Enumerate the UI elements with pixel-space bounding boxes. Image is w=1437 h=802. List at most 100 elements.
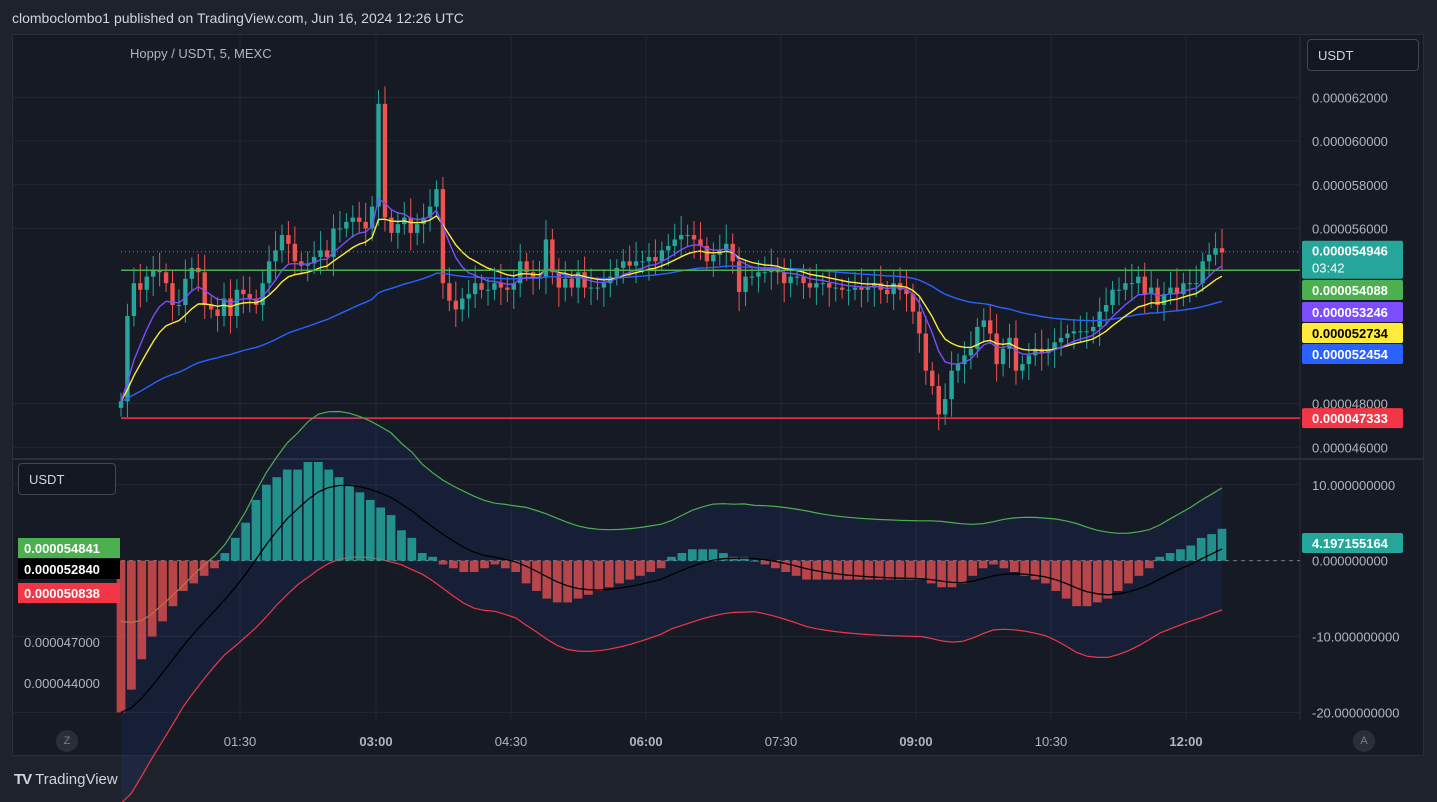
ema-mid-line xyxy=(120,214,1223,402)
candle-body xyxy=(1181,283,1186,295)
band-lower-line xyxy=(121,556,1223,802)
candle-body xyxy=(601,283,607,288)
candle-body xyxy=(846,289,851,291)
candle-body xyxy=(788,276,793,284)
ema-slow-line xyxy=(120,265,1223,402)
histogram-bar xyxy=(594,560,604,591)
histogram-bar xyxy=(1217,528,1227,561)
candle-body xyxy=(414,224,420,233)
candle-body xyxy=(955,364,961,371)
candle-body xyxy=(440,189,446,284)
histogram-bar xyxy=(532,560,541,591)
histogram-bar xyxy=(1155,556,1165,561)
candle-body xyxy=(1000,348,1006,365)
candle-body xyxy=(865,287,871,290)
candle-body xyxy=(1110,289,1115,306)
candle-body xyxy=(517,261,523,284)
histogram-bar xyxy=(1061,560,1071,599)
left-value-badge xyxy=(18,559,120,579)
y-tick-label: 0.000060000 xyxy=(1312,134,1388,149)
currency-select-main[interactable]: USDT xyxy=(1307,39,1419,71)
histogram-bar xyxy=(334,477,344,561)
candle-body xyxy=(930,370,935,386)
candle-body xyxy=(949,370,954,400)
histogram-bar xyxy=(1124,560,1133,584)
histogram-bar xyxy=(1196,537,1206,561)
candle-body xyxy=(1013,337,1019,371)
histogram-bar xyxy=(563,560,572,603)
candle-body xyxy=(376,103,381,207)
price-badge xyxy=(1302,280,1403,300)
histogram-bar xyxy=(365,499,375,561)
histogram-bar xyxy=(417,553,427,561)
candle-body xyxy=(543,239,549,277)
candle-body xyxy=(801,276,806,284)
candle-body xyxy=(872,283,877,288)
candle-body xyxy=(202,272,207,306)
histogram-bar xyxy=(1186,545,1196,561)
histogram-bar xyxy=(303,462,313,561)
candle-body xyxy=(884,289,890,295)
histogram-bar xyxy=(916,560,926,580)
candle-body xyxy=(131,283,137,316)
osc-y-tick-label: 10.000000000 xyxy=(1312,478,1395,493)
histogram-bar xyxy=(822,560,832,580)
candle-body xyxy=(988,320,993,334)
candle-body xyxy=(962,355,967,365)
candle-body xyxy=(472,283,478,295)
candle-body xyxy=(1213,248,1218,255)
zoom-reset-button[interactable]: Z xyxy=(56,730,78,752)
candle-body xyxy=(852,287,858,290)
candle-body xyxy=(563,278,568,288)
band-fill xyxy=(121,411,1222,802)
candle-body xyxy=(221,298,227,316)
histogram-bar xyxy=(615,560,624,584)
price-badge xyxy=(1302,323,1403,343)
histogram-bar xyxy=(1009,560,1019,573)
histogram-bar xyxy=(282,469,292,561)
histogram-bar xyxy=(449,560,458,569)
ema-fast-line xyxy=(120,197,1223,402)
auto-scale-button[interactable]: A xyxy=(1353,730,1375,752)
candle-body xyxy=(595,287,600,289)
candle-body xyxy=(466,294,471,299)
tradingview-logo[interactable]: TV TradingView xyxy=(14,771,118,788)
candle-body xyxy=(279,235,285,251)
histogram-bar xyxy=(178,560,188,591)
left-value-badge xyxy=(18,583,120,603)
candle-body xyxy=(1142,276,1147,295)
histogram-bar xyxy=(739,556,749,561)
candle-body xyxy=(453,300,459,310)
candle-body xyxy=(917,311,922,334)
candle-body xyxy=(395,224,401,233)
histogram-bar xyxy=(978,560,988,569)
candle-body xyxy=(743,276,748,292)
candle-body xyxy=(1194,283,1199,285)
price-badge xyxy=(1302,344,1403,364)
candle-body xyxy=(1136,276,1141,284)
candle-body xyxy=(189,267,195,279)
histogram-bar xyxy=(604,560,614,588)
candle-body xyxy=(807,283,813,288)
histogram-bar xyxy=(230,537,240,561)
last-price-label: 0.000054946 xyxy=(1312,244,1388,259)
candle-body xyxy=(1168,287,1173,295)
candle-body xyxy=(363,221,368,229)
candle-body xyxy=(138,283,143,290)
histogram-bar xyxy=(687,549,697,561)
candle-body xyxy=(254,298,259,306)
candle-body xyxy=(357,217,362,222)
histogram-bar xyxy=(864,560,874,580)
y-tick-label: 0.000058000 xyxy=(1312,178,1388,193)
candle-body xyxy=(691,235,697,240)
candle-body xyxy=(1148,287,1154,295)
candle-body xyxy=(389,217,394,233)
histogram-bar xyxy=(189,560,199,584)
candle-body xyxy=(331,228,336,257)
candle-body xyxy=(820,283,826,285)
candle-body xyxy=(1129,283,1135,285)
candle-body xyxy=(163,272,169,284)
currency-select-indicator[interactable]: USDT xyxy=(18,463,116,495)
tradingview-brand-text: TradingView xyxy=(35,771,118,788)
